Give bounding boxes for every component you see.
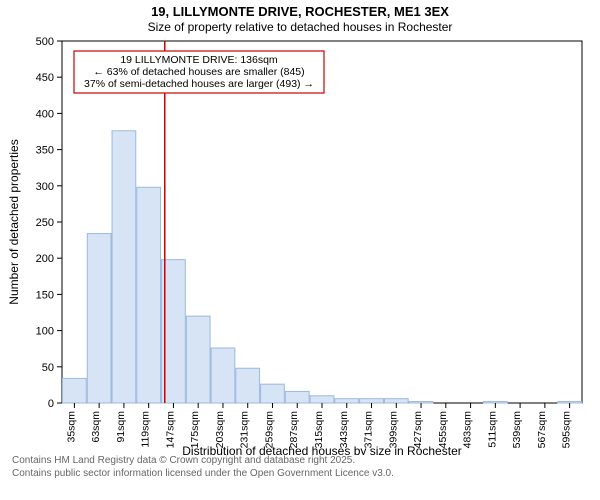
histogram-bar [137, 187, 161, 403]
x-tick-label: 91sqm [115, 411, 127, 443]
x-tick-label: 455sqm [437, 411, 449, 449]
x-tick-label: 371sqm [363, 411, 375, 449]
chart-container: 0 50 100 150 200 250 300 350 400 450 500 35sqm 63sqm… [0, 35, 600, 455]
annotation-line: ← 63% of detached houses are smaller (84… [93, 66, 304, 78]
x-tick-label: 427sqm [412, 411, 424, 449]
chart-title-line1: 19, LILLYMONTE DRIVE, ROCHESTER, ME1 3EX [0, 4, 600, 20]
histogram-bar [285, 392, 309, 404]
x-tick-label: 483sqm [462, 411, 474, 449]
y-tick-label: 0 [48, 398, 54, 410]
x-tick-label: 63sqm [90, 411, 102, 443]
x-tick-label: 175sqm [189, 411, 201, 449]
histogram-bar [409, 402, 433, 403]
histogram-bar [236, 368, 260, 403]
x-axis-label: Distribution of detached houses by size … [182, 444, 462, 455]
annotation-line: 19 LILLYMONTE DRIVE: 136sqm [120, 54, 278, 66]
chart-title-line2: Size of property relative to detached ho… [0, 20, 600, 35]
x-tick-label: 399sqm [387, 411, 399, 449]
x-tick-label: 315sqm [313, 411, 325, 449]
x-tick-label: 511sqm [486, 411, 498, 448]
histogram-bar [87, 234, 111, 403]
histogram-bar [112, 131, 136, 403]
y-tick-label: 400 [36, 109, 54, 121]
y-tick-label: 450 [36, 72, 54, 84]
footer-attribution: Contains HM Land Registry data © Crown c… [0, 455, 600, 480]
annotation-line: 37% of semi-detached houses are larger (… [84, 78, 314, 90]
footer-line2: Contains public sector information licen… [12, 468, 600, 481]
x-tick-label: 35sqm [65, 411, 77, 443]
y-tick-label: 200 [36, 253, 54, 265]
histogram-bar [558, 402, 582, 403]
histogram-bar [483, 402, 507, 403]
histogram-bar [63, 379, 87, 404]
histogram-bar [360, 399, 384, 403]
x-tick-label: 119sqm [140, 411, 152, 448]
histogram-bar [335, 399, 359, 403]
y-tick-label: 300 [36, 181, 54, 193]
x-tick-label: 539sqm [511, 411, 523, 449]
x-tick-label: 203sqm [214, 411, 226, 449]
histogram-bar [186, 316, 210, 403]
histogram-bar [384, 399, 408, 403]
histogram-bar [211, 348, 235, 403]
footer-line1: Contains HM Land Registry data © Crown c… [12, 455, 600, 468]
y-tick-label: 250 [36, 217, 54, 229]
histogram-chart: 0 50 100 150 200 250 300 350 400 450 500 35sqm 63sqm… [0, 35, 600, 455]
y-tick-label: 150 [36, 290, 54, 302]
x-tick-label: 231sqm [239, 411, 251, 449]
x-tick-label: 343sqm [338, 411, 350, 449]
x-tick-label: 595sqm [561, 411, 573, 449]
x-tick-label: 259sqm [263, 411, 275, 449]
x-tick-label: 147sqm [164, 411, 176, 449]
y-axis-label: Number of detached properties [7, 140, 21, 305]
y-tick-label: 100 [36, 326, 54, 338]
chart-title-block: 19, LILLYMONTE DRIVE, ROCHESTER, ME1 3EX… [0, 0, 600, 35]
y-tick-label: 50 [42, 362, 54, 374]
histogram-bar [261, 384, 285, 403]
y-tick-label: 500 [36, 36, 54, 48]
x-tick-label: 567sqm [536, 411, 548, 449]
x-tick-label: 287sqm [288, 411, 300, 449]
histogram-bar [310, 396, 334, 403]
y-tick-label: 350 [36, 145, 54, 157]
